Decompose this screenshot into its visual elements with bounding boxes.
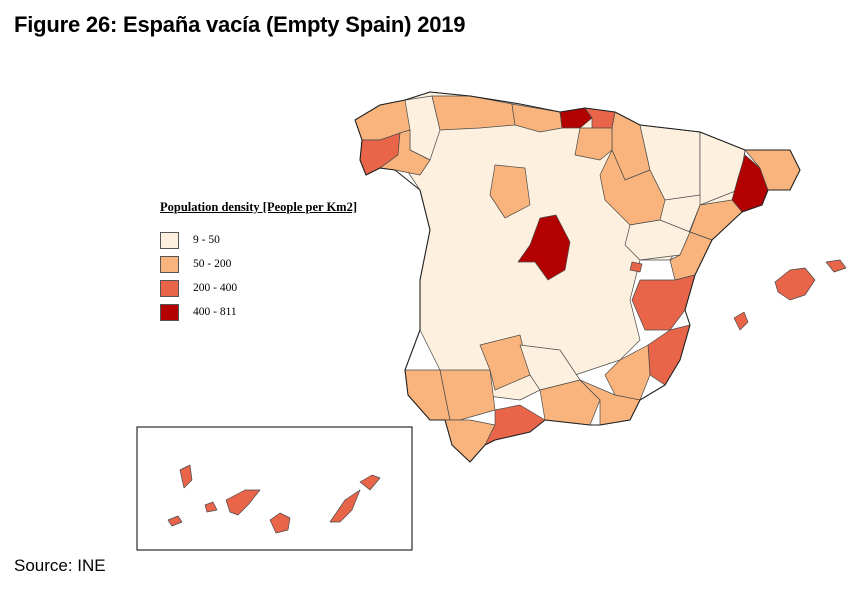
region-burgos-leon <box>489 164 531 219</box>
region-alicante <box>647 324 691 386</box>
region-guadalajara-patch <box>629 261 643 273</box>
legend-swatch <box>160 279 179 297</box>
region-madrid <box>517 214 571 281</box>
legend-label: 50 - 200 <box>193 258 232 270</box>
region-la-gomera <box>204 501 218 513</box>
legend-label: 400 - 811 <box>193 306 237 318</box>
region-tenerife <box>225 489 261 516</box>
region-el-hierro <box>167 515 183 527</box>
region-valencia <box>631 274 696 331</box>
map-legend: Population density [People per Km2] 9 - … <box>160 200 357 324</box>
legend-item: 200 - 400 <box>160 276 357 300</box>
region-lanzarote <box>359 474 381 491</box>
region-alava-rioja <box>574 127 613 161</box>
region-fuerteventura <box>329 489 361 523</box>
region-la-palma <box>179 464 193 489</box>
legend-label: 9 - 50 <box>193 234 220 246</box>
region-ibiza <box>733 311 749 331</box>
legend-item: 50 - 200 <box>160 252 357 276</box>
region-gran-canaria <box>269 512 291 534</box>
legend-swatch <box>160 231 179 249</box>
legend-label: 200 - 400 <box>193 282 238 294</box>
peninsula-coastline <box>354 91 801 463</box>
legend-swatch <box>160 303 179 321</box>
region-galicia-ourense <box>379 129 431 176</box>
legend-item: 9 - 50 <box>160 228 357 252</box>
region-cordoba <box>479 334 531 391</box>
region-mallorca <box>774 267 816 301</box>
region-menorca <box>825 259 847 273</box>
legend-swatch <box>160 255 179 273</box>
legend-item: 400 - 811 <box>160 300 357 324</box>
region-sevilla <box>439 369 496 421</box>
region-granada <box>539 379 601 426</box>
legend-title: Population density [People per Km2] <box>160 200 357 214</box>
source-note: Source: INE <box>14 556 106 575</box>
figure-title: Figure 26: España vacía (Empty Spain) 20… <box>14 12 466 37</box>
